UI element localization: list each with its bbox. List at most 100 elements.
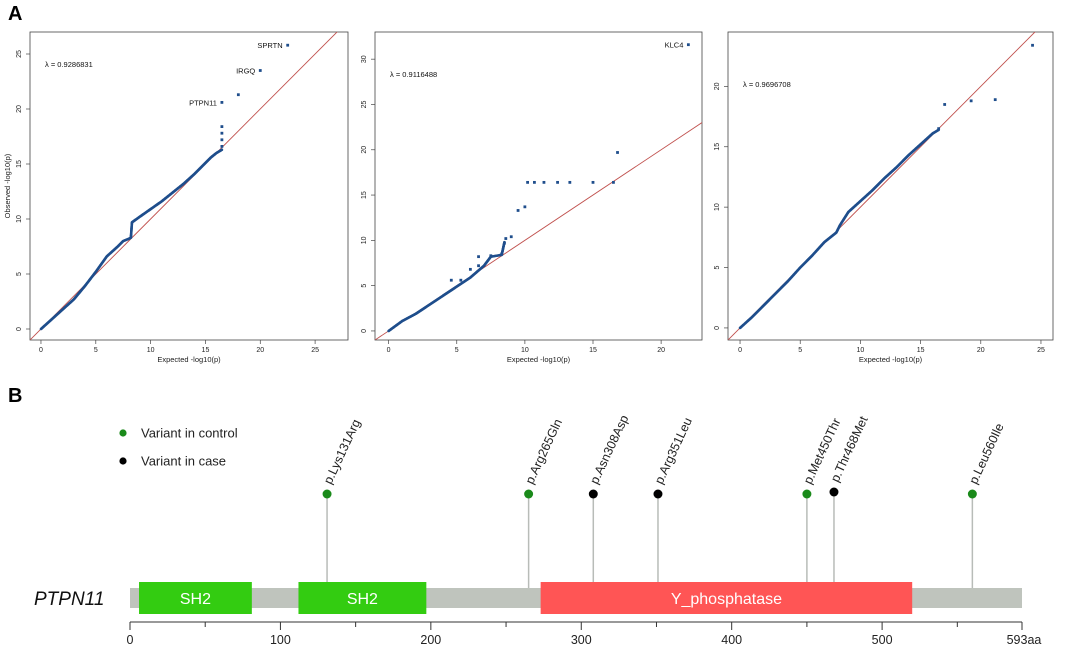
x-tick-label: 5 [94, 347, 98, 354]
data-point [504, 237, 508, 240]
x-axis-title: Expected -log10(p) [507, 355, 571, 364]
x-axis-title: Expected -log10(p) [859, 355, 923, 364]
y-tick-label: 15 [361, 191, 368, 199]
y-tick-label: 20 [16, 105, 23, 113]
x-tick-label: 20 [657, 347, 665, 354]
lambda-text: λ = 0.9116488 [390, 70, 437, 79]
y-tick-label: 5 [16, 272, 23, 276]
x-tick-label: 0 [39, 347, 43, 354]
y-tick-label: 15 [714, 143, 721, 151]
lollipop-head [653, 489, 663, 499]
qq-plot-3: 0 5 10 15 20 25 0 5 10 15 20 Expected -log10(p) λ = … [714, 31, 1054, 364]
position-tick-label: 0 [127, 633, 134, 647]
variant-label: p.Lys131Arg [321, 417, 363, 486]
lollipop-plot: PTPN11 p.Lys131Arg p.Arg265Gln p.Asn308Asp p… [34, 413, 1041, 647]
x-tick-label: 15 [202, 347, 210, 354]
data-point [533, 180, 536, 184]
data-point [220, 148, 224, 151]
y-tick-label: 10 [714, 203, 721, 211]
data-point [943, 103, 947, 106]
y-tick-label: 0 [361, 329, 368, 333]
legend-label: Variant in case [141, 454, 226, 469]
data-point [591, 180, 595, 184]
x-tick-label: 20 [977, 347, 985, 354]
y-tick-label: 0 [714, 326, 721, 330]
x-tick-label: 5 [455, 347, 459, 354]
gene-label: IRGQ [236, 67, 255, 76]
position-end-label: 593aa [1007, 633, 1042, 647]
x-tick-label: 5 [798, 347, 802, 354]
y-tick-label: 30 [361, 55, 368, 63]
data-point [937, 127, 941, 131]
domain-label: SH2 [180, 591, 211, 608]
protein-domain [139, 582, 252, 614]
gene-label: KLC4 [665, 41, 684, 50]
data-point [477, 264, 480, 268]
x-tick-label: 15 [589, 347, 597, 354]
data-point [1031, 43, 1034, 47]
data-point [616, 151, 619, 154]
x-tick-label: 20 [256, 347, 264, 354]
y-axis-title: Observed -log10(p) [3, 153, 12, 218]
variant-label: p.Asn308Asp [587, 413, 631, 486]
data-point [449, 278, 453, 282]
x-tick-label: 25 [1037, 347, 1045, 354]
protein-domain [298, 582, 427, 614]
position-tick-label: 300 [571, 633, 592, 647]
gene-label: SPRTN [257, 41, 282, 50]
lollipop-head [802, 489, 812, 499]
lollipop-head [588, 489, 598, 499]
y-tick-label: 10 [16, 215, 23, 223]
panel-label-b: B [8, 385, 22, 407]
x-tick-label: 10 [521, 347, 529, 354]
data-point [220, 145, 224, 148]
lollipop-head [967, 489, 977, 499]
position-tick-label: 200 [420, 633, 441, 647]
lollipop-head [524, 489, 534, 499]
y-tick-label: 25 [16, 50, 23, 58]
data-point [258, 69, 262, 72]
data-point [516, 209, 520, 212]
position-tick-label: 500 [872, 633, 893, 647]
data-point [489, 254, 493, 258]
data-point [503, 241, 506, 245]
qq-plot-2: 0 5 10 15 20 0 5 10 15 20 25 30 Expected -log10(p) λ … [361, 31, 703, 364]
lollipop-head [322, 489, 332, 499]
x-tick-label: 10 [147, 347, 155, 354]
protein-domain [540, 582, 913, 614]
x-tick-label: 10 [857, 347, 865, 354]
data-point [477, 255, 480, 259]
lambda-text: λ = 0.9696708 [743, 80, 791, 89]
y-tick-label: 20 [714, 82, 721, 90]
y-tick-label: 25 [361, 100, 368, 108]
panel-label-a: A [8, 3, 22, 25]
legend-marker [119, 457, 127, 465]
position-tick-label: 400 [721, 633, 742, 647]
data-point [526, 180, 529, 184]
x-tick-label: 25 [311, 347, 319, 354]
gene-name-label: PTPN11 [34, 589, 104, 610]
x-tick-label: 0 [387, 347, 391, 354]
legend-label: Variant in control [141, 426, 238, 441]
lollipop-head [829, 487, 839, 497]
data-point [286, 43, 290, 47]
domain-label: Y_phosphatase [671, 591, 782, 608]
data-point [542, 180, 546, 184]
y-tick-label: 5 [361, 284, 368, 288]
y-tick-label: 0 [16, 327, 23, 331]
data-point [612, 180, 615, 184]
y-tick-label: 20 [361, 146, 368, 154]
variant-label: p.Leu560Ile [966, 421, 1006, 486]
domain-label: SH2 [347, 591, 378, 608]
data-point [220, 125, 224, 128]
data-point [500, 252, 504, 256]
plot-frame [374, 31, 703, 341]
gene-label: PTPN11 [189, 98, 217, 107]
x-tick-label: 0 [738, 347, 742, 354]
data-point [509, 235, 513, 239]
variant-label: p.Arg265Gln [523, 417, 565, 487]
y-tick-label: 15 [16, 160, 23, 168]
qq-plot-1: 0 5 10 15 20 25 0 5 10 15 20 25 Expected -log10(p) Ob… [3, 31, 349, 364]
x-tick-label: 15 [917, 347, 925, 354]
